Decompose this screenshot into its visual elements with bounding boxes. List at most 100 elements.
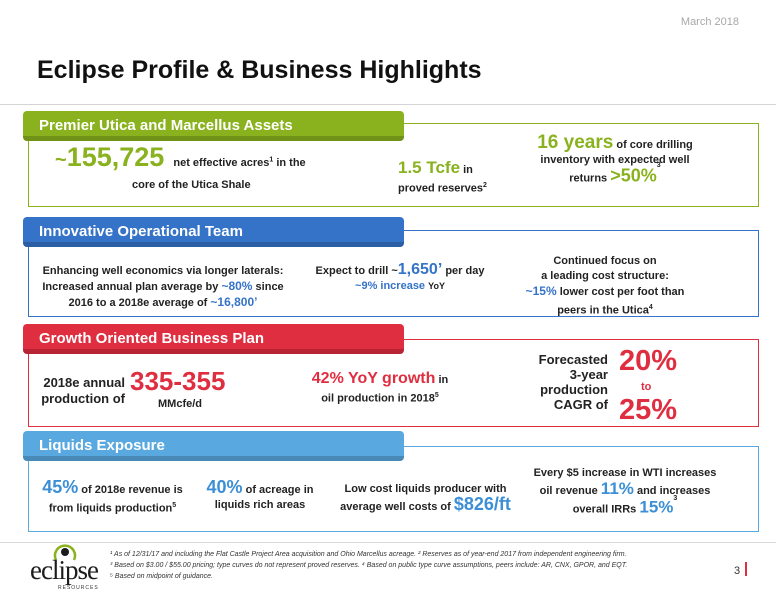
- footnote-1-text: As of 12/31/17 and including the Flat Ca…: [114, 551, 627, 558]
- laterals-pct: ~80%: [221, 279, 253, 293]
- acres-text-a: net effective acres: [173, 157, 270, 169]
- footnote-3-text: Based on midpoint of guidance.: [114, 573, 213, 580]
- cagr-low: 20%: [619, 345, 678, 377]
- well-cost-text-a: Low cost liquids producer with: [344, 483, 507, 495]
- wti-sup: 3: [673, 495, 678, 502]
- prod-label: 2018e annual production of: [35, 375, 125, 407]
- inventory-text-b: inventory with expected well: [540, 154, 690, 166]
- well-cost-stat: Low cost liquids producer with average w…: [328, 482, 523, 515]
- footnote-2: ³ Based on $3.00 / $55.00 pricing; type …: [110, 562, 627, 569]
- oil-text: oil production in 2018: [321, 392, 435, 405]
- wti-text-d: overall IRRs: [572, 503, 637, 516]
- acreage-text-b: liquids rich areas: [214, 499, 306, 511]
- revenue-text-a: of 2018e revenue is: [81, 484, 183, 496]
- acres-value: 155,725: [66, 142, 165, 172]
- laterals-text-b: Increased annual plan average by: [42, 281, 219, 293]
- reserves-stat: 1.5 Tcfe in proved reserves2: [398, 158, 487, 197]
- cagr-text-a: Forecasted: [538, 352, 608, 367]
- assets-heading: Premier Utica and Marcellus Assets: [23, 111, 404, 141]
- revenue-text-b: from liquids production: [48, 502, 173, 515]
- wti-text-c: and increases: [636, 485, 711, 497]
- inventory-text-a: of core drilling: [616, 139, 693, 151]
- oil-value: 42% YoY growth: [311, 370, 436, 387]
- page-number-accent: [745, 562, 747, 576]
- prod-value: 335-355: [130, 366, 226, 396]
- cagr-to: to: [641, 381, 652, 393]
- reserves-text: proved reserves: [398, 182, 483, 195]
- logo-mark-icon: [53, 544, 77, 561]
- cost-stat: Continued focus on a leading cost struct…: [510, 254, 700, 319]
- footnote-3: ⁵ Based on midpoint of guidance.: [110, 573, 213, 580]
- prod-unit: MMcfe/d: [158, 398, 202, 410]
- wti-pct-1: 11%: [600, 479, 634, 498]
- drill-tilde: ~: [391, 265, 398, 277]
- cost-text-c: lower cost per foot than: [559, 286, 685, 298]
- well-cost-text-b: average well costs of: [340, 501, 451, 513]
- acres-sup: 1: [269, 156, 274, 164]
- report-date: March 2018: [680, 16, 739, 28]
- inventory-years: 16 years: [537, 132, 614, 153]
- cagr-text-c: production: [540, 382, 608, 397]
- revenue-stat: 45% of 2018e revenue is from liquids pro…: [30, 477, 195, 517]
- reserves-sup: 2: [483, 182, 487, 189]
- inventory-text-c: returns: [569, 172, 608, 185]
- cagr-high: 25%: [619, 394, 678, 426]
- company-logo: eclipse: [30, 555, 99, 585]
- wti-pct-2: 15%: [639, 497, 674, 517]
- wti-text-b: oil revenue: [539, 485, 598, 497]
- cost-text-a: Continued focus on: [553, 255, 657, 267]
- prod-label-a: 2018e annual: [43, 375, 125, 390]
- footnote-2-num: ³: [110, 562, 113, 569]
- cagr-label: Forecasted 3-year production CAGR of: [520, 352, 608, 412]
- revenue-pct: 45%: [42, 477, 79, 497]
- revenue-sup: 5: [172, 502, 177, 509]
- footnote-2-text: Based on $3.00 / $55.00 pricing; type cu…: [114, 562, 628, 569]
- laterals-stat: Enhancing well economics via longer late…: [28, 264, 298, 311]
- page-number: 3: [734, 565, 741, 577]
- drill-text-b: per day: [445, 265, 485, 277]
- footer-divider: [0, 542, 776, 543]
- inventory-stat: 16 years of core drilling inventory with…: [520, 132, 710, 187]
- laterals-text-c: since: [255, 281, 284, 293]
- reserves-in: in: [463, 164, 473, 176]
- prod-label-b: production of: [41, 391, 125, 406]
- drill-text-c: YoY: [428, 281, 445, 291]
- oil-sup: 5: [434, 392, 439, 399]
- oil-in: in: [438, 374, 449, 386]
- ops-heading: Innovative Operational Team: [23, 217, 404, 247]
- laterals-text-a: Enhancing well economics via longer late…: [42, 265, 284, 277]
- title-divider: [0, 104, 776, 105]
- cost-text-b: a leading cost structure:: [541, 270, 669, 282]
- laterals-value: ~16,800’: [210, 295, 258, 309]
- company-logo-sub: RESOURCES: [58, 585, 99, 591]
- footnote-1-num: ¹: [110, 551, 113, 558]
- page-title: Eclipse Profile & Business Highlights: [37, 56, 482, 84]
- acreage-stat: 40% of acreage in liquids rich areas: [196, 477, 324, 513]
- acreage-text-a: of acreage in: [245, 484, 314, 496]
- cost-sup: 4: [648, 304, 653, 311]
- growth-heading: Growth Oriented Business Plan: [23, 324, 404, 354]
- acres-prefix: ~: [55, 149, 67, 171]
- wti-stat: Every $5 increase in WTI increases oil r…: [525, 466, 725, 518]
- footnote-3-num: ⁵: [110, 573, 113, 580]
- drill-pct: ~9% increase: [355, 280, 426, 292]
- acreage-pct: 40%: [206, 477, 243, 497]
- drill-stat: Expect to drill ~1,650’ per day ~9% incr…: [300, 262, 500, 294]
- well-cost-value: $826/ft: [453, 494, 511, 514]
- reserves-value: 1.5 Tcfe: [398, 158, 461, 177]
- inventory-pct: >50%: [610, 165, 657, 186]
- acres-text-c: core of the Utica Shale: [132, 179, 251, 191]
- drill-value: 1,650’: [397, 261, 443, 278]
- cagr-text-b: 3-year: [569, 367, 608, 382]
- cost-text-d: peers in the Utica: [557, 304, 649, 317]
- footnote-1: ¹ As of 12/31/17 and including the Flat …: [110, 551, 627, 558]
- cagr-text-d: CAGR of: [553, 397, 608, 412]
- drill-text-a: Expect to drill: [315, 265, 389, 277]
- oil-stat: 42% YoY growth in oil production in 2018…: [290, 371, 470, 407]
- wti-text-a: Every $5 increase in WTI increases: [533, 467, 717, 479]
- laterals-text-d: 2016 to a 2018e average of: [68, 297, 208, 309]
- acres-stat: ~155,725 net effective acres1 in the: [55, 144, 355, 171]
- liquids-heading: Liquids Exposure: [23, 431, 404, 461]
- acres-text-b: in the: [276, 157, 306, 169]
- cost-pct: ~15%: [525, 284, 557, 298]
